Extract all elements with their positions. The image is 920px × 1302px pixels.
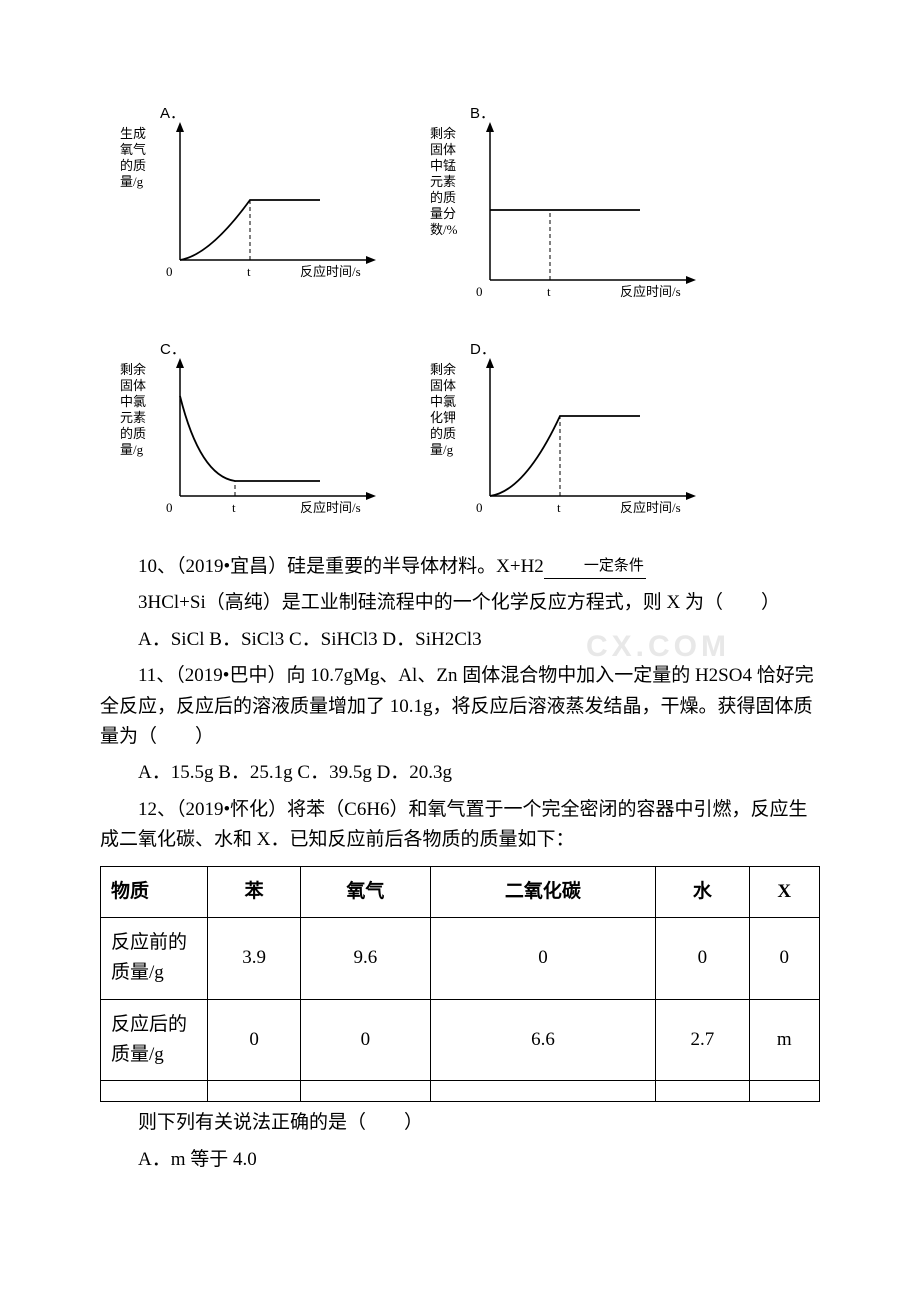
svg-text:反应时间/s: 反应时间/s (620, 284, 681, 299)
tail-line1: 则下列有关说法正确的是（ ） (100, 1108, 820, 1138)
mass-table: 物质 苯 氧气 二氧化碳 水 X 反应前的质量/g 3.9 9.6 0 0 0 … (100, 866, 820, 1103)
q10-options-wrap: CX.COM A．SiCl B．SiCl3 C．SiHCl3 D．SiH2Cl3 (100, 625, 820, 655)
table-cell: 0 (301, 999, 430, 1081)
svg-text:0: 0 (476, 500, 483, 515)
svg-text:反应时间/s: 反应时间/s (300, 264, 361, 279)
q10-line2: 3HCl+Si（高纯）是工业制硅流程中的一个化学反应方程式，则 X 为（ ） (100, 588, 820, 618)
q11-text: 11、（2019•巴中）向 10.7gMg、Al、Zn 固体混合物中加入一定量的… (100, 661, 820, 752)
table-cell (301, 1081, 430, 1102)
q10-line1-text: 10、（2019•宜昌）硅是重要的半导体材料。X+H2 (138, 556, 544, 577)
svg-text:0: 0 (166, 264, 173, 279)
table-cell: 6.6 (430, 999, 656, 1081)
svg-text:0: 0 (476, 284, 483, 299)
q10-line1: 10、（2019•宜昌）硅是重要的半导体材料。X+H2一定条件 (100, 552, 820, 582)
table-cell: 3.9 (208, 917, 301, 999)
table-cell (430, 1081, 656, 1102)
svg-text:剩余: 剩余 (430, 126, 456, 141)
chart-d: D． 剩余固体中氯化钾的质量/g 0 t 反应时间/s (410, 336, 710, 536)
table-cell (208, 1081, 301, 1102)
svg-text:中锰: 中锰 (430, 158, 456, 173)
svg-text:量分: 量分 (430, 206, 456, 221)
table-row: 反应后的质量/g 0 0 6.6 2.7 m (101, 999, 820, 1081)
svg-text:的质: 的质 (430, 190, 456, 205)
charts-row-2: C．剩余固体中氯元素的质量/g0t反应时间/s D．剩余固体中氯化钾的质量/g0… (100, 336, 820, 536)
svg-text:量/g: 量/g (430, 442, 454, 457)
reaction-condition: 一定条件 (544, 554, 646, 579)
svg-text:固体: 固体 (120, 378, 146, 393)
page: A．生成氧气的质量/g0t反应时间/s B．剩余固体中锰元素的质量分数/%0t反… (0, 0, 920, 1221)
svg-text:氧气: 氧气 (120, 142, 146, 157)
chart-c: C． 剩余固体中氯元素的质量/g 0 t 反应时间/s (100, 336, 390, 536)
table-col-3: 二氧化碳 (430, 866, 656, 917)
table-row-empty (101, 1081, 820, 1102)
svg-text:的质: 的质 (430, 426, 456, 441)
svg-text:D．: D． (470, 341, 496, 358)
table-col-2: 氧气 (301, 866, 430, 917)
svg-text:B．: B． (470, 105, 495, 122)
q12-text: 12、（2019•怀化）将苯（C6H6）和氧气置于一个完全密闭的容器中引燃，反应… (100, 795, 820, 856)
table-row-label: 反应后的质量/g (101, 999, 208, 1081)
table-cell: 9.6 (301, 917, 430, 999)
svg-text:的质: 的质 (120, 426, 146, 441)
table-cell: 0 (749, 917, 820, 999)
charts-row-1: A．生成氧气的质量/g0t反应时间/s B．剩余固体中锰元素的质量分数/%0t反… (100, 100, 820, 320)
svg-text:t: t (547, 284, 551, 299)
tail-line2: A．m 等于 4.0 (100, 1145, 820, 1175)
table-col-4: 水 (656, 866, 749, 917)
svg-text:t: t (232, 500, 236, 515)
svg-text:A．: A． (160, 105, 185, 122)
chart-a: A． 生成氧气的质量/g 0 t 反应时间/s (100, 100, 390, 320)
table-cell: 0 (656, 917, 749, 999)
svg-text:C．: C． (160, 341, 186, 358)
table-col-0: 物质 (101, 866, 208, 917)
svg-text:数/%: 数/% (430, 222, 458, 237)
table-row: 反应前的质量/g 3.9 9.6 0 0 0 (101, 917, 820, 999)
table-body: 反应前的质量/g 3.9 9.6 0 0 0 反应后的质量/g 0 0 6.6 … (101, 917, 820, 1102)
table-cell: 0 (430, 917, 656, 999)
svg-text:反应时间/s: 反应时间/s (300, 500, 361, 515)
svg-text:t: t (247, 264, 251, 279)
svg-text:量/g: 量/g (120, 442, 144, 457)
svg-text:中氯: 中氯 (120, 394, 146, 409)
svg-text:0: 0 (166, 500, 173, 515)
svg-text:反应时间/s: 反应时间/s (620, 500, 681, 515)
chart-b: B． 剩余固体中锰元素的质量分数/% 0 t 反应时间/s (410, 100, 710, 320)
table-cell: 0 (208, 999, 301, 1081)
svg-text:固体: 固体 (430, 378, 456, 393)
svg-text:t: t (557, 500, 561, 515)
table-col-5: X (749, 866, 820, 917)
svg-text:元素: 元素 (430, 174, 456, 189)
svg-text:化钾: 化钾 (430, 410, 456, 425)
table-cell (749, 1081, 820, 1102)
table-header-row: 物质 苯 氧气 二氧化碳 水 X (101, 866, 820, 917)
svg-text:生成: 生成 (120, 126, 146, 141)
table-cell: 2.7 (656, 999, 749, 1081)
table-col-1: 苯 (208, 866, 301, 917)
table-cell: m (749, 999, 820, 1081)
svg-text:剩余: 剩余 (430, 362, 456, 377)
table-row-label: 反应前的质量/g (101, 917, 208, 999)
q11-options: A．15.5g B．25.1g C．39.5g D．20.3g (100, 758, 820, 788)
table-cell (101, 1081, 208, 1102)
svg-text:中氯: 中氯 (430, 394, 456, 409)
table-cell (656, 1081, 749, 1102)
svg-text:剩余: 剩余 (120, 362, 146, 377)
svg-text:量/g: 量/g (120, 174, 144, 189)
svg-text:的质: 的质 (120, 158, 146, 173)
svg-text:元素: 元素 (120, 410, 146, 425)
svg-text:固体: 固体 (430, 142, 456, 157)
q10-options: A．SiCl B．SiCl3 C．SiHCl3 D．SiH2Cl3 (100, 625, 820, 655)
